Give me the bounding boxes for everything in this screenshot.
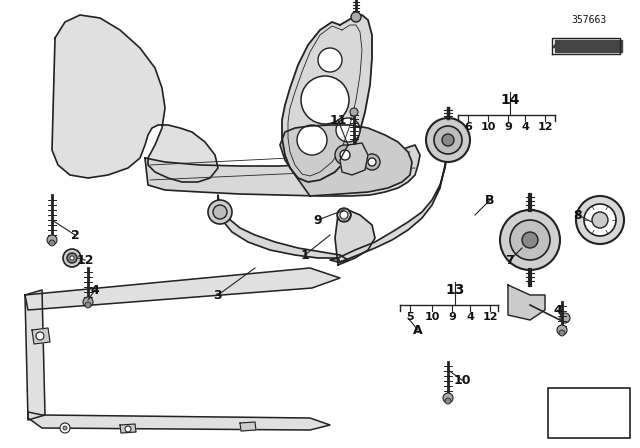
Circle shape xyxy=(125,426,131,432)
Text: 5: 5 xyxy=(406,312,414,322)
Text: 12: 12 xyxy=(76,254,93,267)
Text: 10: 10 xyxy=(480,122,496,132)
Circle shape xyxy=(559,330,565,336)
Text: A: A xyxy=(413,323,423,336)
Circle shape xyxy=(67,253,77,263)
Text: 13: 13 xyxy=(445,283,465,297)
Text: 6: 6 xyxy=(464,122,472,132)
Circle shape xyxy=(500,210,560,270)
Text: 11: 11 xyxy=(329,113,347,126)
Text: B: B xyxy=(485,194,495,207)
Circle shape xyxy=(85,302,91,308)
Polygon shape xyxy=(32,328,50,344)
Circle shape xyxy=(213,205,227,219)
Circle shape xyxy=(522,232,538,248)
Circle shape xyxy=(340,150,350,160)
Text: 2: 2 xyxy=(70,228,79,241)
Circle shape xyxy=(337,208,351,222)
Polygon shape xyxy=(280,125,412,196)
Circle shape xyxy=(445,398,451,404)
Text: 8: 8 xyxy=(573,208,582,221)
Text: 7: 7 xyxy=(506,254,515,267)
Circle shape xyxy=(443,393,453,403)
Text: 12: 12 xyxy=(483,312,498,322)
Circle shape xyxy=(49,240,55,246)
Text: 4: 4 xyxy=(91,284,99,297)
Text: 1: 1 xyxy=(301,249,309,262)
Circle shape xyxy=(442,134,454,146)
Circle shape xyxy=(340,211,348,219)
Circle shape xyxy=(434,126,462,154)
Polygon shape xyxy=(330,140,448,262)
Circle shape xyxy=(350,108,358,116)
Polygon shape xyxy=(340,143,368,175)
Text: 4: 4 xyxy=(521,122,529,132)
Circle shape xyxy=(368,158,376,166)
Circle shape xyxy=(557,325,567,335)
Text: 10: 10 xyxy=(424,312,440,322)
Text: 4: 4 xyxy=(554,303,563,316)
Circle shape xyxy=(426,118,470,162)
Polygon shape xyxy=(25,268,340,310)
Polygon shape xyxy=(218,195,348,262)
Circle shape xyxy=(351,12,361,22)
Polygon shape xyxy=(28,412,330,430)
Text: 3: 3 xyxy=(214,289,222,302)
Polygon shape xyxy=(335,210,375,265)
Circle shape xyxy=(560,313,570,323)
Circle shape xyxy=(576,196,624,244)
Text: 9: 9 xyxy=(448,312,456,322)
Text: 9: 9 xyxy=(504,122,512,132)
Text: 12: 12 xyxy=(537,122,553,132)
Circle shape xyxy=(63,249,81,267)
Circle shape xyxy=(47,235,57,245)
Polygon shape xyxy=(552,40,622,52)
Text: 4: 4 xyxy=(466,312,474,322)
Circle shape xyxy=(592,212,608,228)
Circle shape xyxy=(510,220,550,260)
Circle shape xyxy=(364,154,380,170)
Polygon shape xyxy=(508,285,545,320)
Circle shape xyxy=(584,204,616,236)
Text: 10: 10 xyxy=(453,374,471,387)
Circle shape xyxy=(336,118,360,142)
Circle shape xyxy=(63,426,67,430)
Circle shape xyxy=(83,297,93,307)
Circle shape xyxy=(36,332,44,340)
Text: 357663: 357663 xyxy=(572,15,607,25)
Polygon shape xyxy=(240,422,256,431)
Polygon shape xyxy=(145,145,420,196)
Polygon shape xyxy=(120,424,136,433)
Polygon shape xyxy=(25,290,45,420)
Circle shape xyxy=(208,200,232,224)
Polygon shape xyxy=(282,15,372,182)
Circle shape xyxy=(301,76,349,124)
Text: 9: 9 xyxy=(314,214,323,227)
Circle shape xyxy=(318,48,342,72)
Circle shape xyxy=(335,145,355,165)
Polygon shape xyxy=(52,15,218,182)
Text: 14: 14 xyxy=(500,93,520,107)
Circle shape xyxy=(60,423,70,433)
Bar xyxy=(548,388,630,438)
Circle shape xyxy=(297,125,327,155)
Circle shape xyxy=(70,256,74,260)
